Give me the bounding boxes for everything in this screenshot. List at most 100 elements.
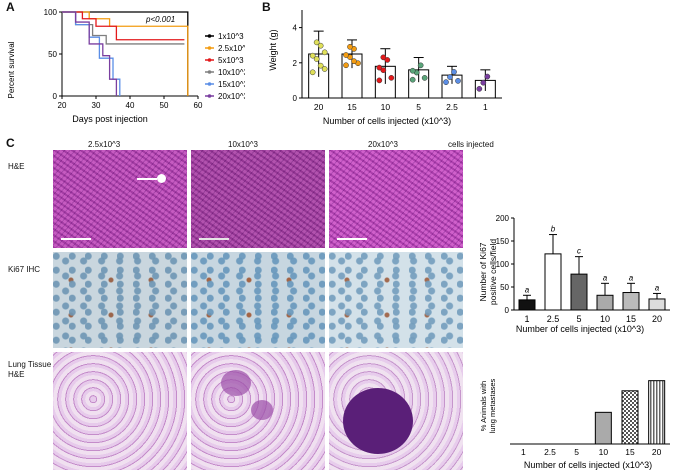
mets-bar-4 <box>621 390 639 445</box>
legend-marker-3 <box>207 70 212 74</box>
mets-category-label: 5 <box>574 447 579 457</box>
weight-ylabel: Weight (g) <box>268 29 278 70</box>
lung-image-3 <box>329 352 463 470</box>
mets-category-label: 2.5 <box>544 447 556 457</box>
weight-point <box>447 74 453 80</box>
weight-point <box>376 77 383 84</box>
legend-label-0: 1x10^3 <box>218 32 244 41</box>
survival-xlabel: Days post injection <box>72 114 148 124</box>
mets-ylabel-2: lung metastases <box>488 378 497 433</box>
ki67-bar-3 <box>596 294 614 311</box>
mets-bar-3 <box>594 411 612 445</box>
mets-category-label: 15 <box>625 447 635 457</box>
ki67-chart: Number of Ki67 positive cells/field 0 50 1… <box>478 214 670 334</box>
legend-label-2: 5x10^3 <box>218 56 244 65</box>
mets-ylabel-1: % Animals with <box>479 381 488 431</box>
weight-point <box>313 39 320 46</box>
survival-pvalue: p<0.001 <box>145 15 175 24</box>
mets-bar-5 <box>648 380 666 445</box>
weight-xlabel: Number of cells injected (x10^3) <box>323 116 451 126</box>
weight-category-label: 15 <box>347 102 357 112</box>
ki67-sig-letter-1: b <box>551 225 556 234</box>
weight-point <box>421 75 428 81</box>
ki67-category-label: 20 <box>652 314 662 324</box>
weight-point <box>351 58 357 65</box>
weight-point <box>409 76 416 83</box>
mets-category-label: 10 <box>599 447 609 457</box>
ki67-xlabel: Number of cells injected (x10^3) <box>516 324 644 334</box>
ki67-y-tick-label: 0 <box>505 306 510 315</box>
panel-a-label: A <box>6 0 15 14</box>
legend-marker-4 <box>207 82 212 86</box>
ki67-image-3 <box>329 252 463 348</box>
panel-c-label: C <box>6 136 15 150</box>
weight-point <box>317 42 324 49</box>
ki67-category-label: 5 <box>576 314 581 324</box>
mets-category-label: 1 <box>521 447 526 457</box>
mets-category-label: 20 <box>652 447 662 457</box>
he-image-3 <box>329 150 463 248</box>
ki67-y-tick-label: 100 <box>496 260 510 269</box>
ki67-sig-letter-0: a <box>525 285 530 294</box>
ki67-ylabel-1: Number of Ki67 <box>478 242 488 301</box>
survival-x-tick-label: 20 <box>58 101 67 110</box>
weight-category-label: 5 <box>416 102 421 112</box>
legend-marker-0 <box>207 34 212 38</box>
mets-chart: % Animals with lung metastases 1 2.5 5 10 15… <box>479 378 670 470</box>
col-label-3: 20x10^3 <box>368 140 398 149</box>
ki67-bar-0 <box>518 299 536 311</box>
row-label-lung-he: H&E <box>8 370 25 379</box>
survival-x-tick-label: 60 <box>194 101 203 110</box>
ki67-category-label: 10 <box>600 314 610 324</box>
survival-y-tick-label: 50 <box>48 50 57 59</box>
col-label-1: 2.5x10^3 <box>88 140 121 149</box>
ki67-sig-letter-2: c <box>577 247 581 256</box>
row-label-lung: Lung Tissue <box>8 360 52 369</box>
survival-line-5 <box>62 11 118 96</box>
survival-x-tick-label: 50 <box>160 101 169 110</box>
he-image-2 <box>191 150 325 248</box>
weight-point <box>309 52 316 59</box>
ki67-bar-1 <box>544 253 562 311</box>
ki67-category-label: 2.5 <box>547 314 560 324</box>
ki67-image-1 <box>53 252 187 348</box>
legend-label-3: 10x10^3 <box>218 68 245 77</box>
weight-point <box>317 62 324 69</box>
weight-point <box>380 54 387 61</box>
weight-y-tick-label: 2 <box>293 59 298 68</box>
col-label-suffix: cells injected <box>448 140 494 149</box>
weight-point <box>380 67 387 74</box>
legend-label-5: 20x10^3 <box>218 92 245 101</box>
legend-marker-1 <box>207 46 212 50</box>
weight-point <box>484 73 491 80</box>
weight-point <box>343 52 349 58</box>
weight-point <box>476 85 483 92</box>
ki67-image-2 <box>191 252 325 348</box>
ki67-bar-2 <box>570 273 588 311</box>
weight-category-label: 20 <box>314 102 324 112</box>
ki67-sig-letter-4: a <box>629 273 634 282</box>
weight-chart: Weight (g) 0 2 4 20 15 10 5 2.5 1 Number of cell… <box>268 10 502 126</box>
weight-point <box>443 79 449 86</box>
weight-point <box>321 66 328 72</box>
row-label-he: H&E <box>8 162 25 171</box>
ki67-ylabel-2: positive cells/field <box>488 239 498 305</box>
ki67-sig-letter-5: a <box>655 283 660 292</box>
mets-xlabel: Number of cells injected (x10^3) <box>524 460 652 470</box>
legend-marker-2 <box>207 58 212 62</box>
ki67-bar-4 <box>622 292 640 311</box>
survival-chart: Percent survival 20 30 40 50 60 0 50 100 Days p… <box>7 8 245 124</box>
weight-point <box>388 74 395 81</box>
weight-category-label: 10 <box>381 102 391 112</box>
weight-category-label: 1 <box>483 102 488 112</box>
weight-point <box>409 67 416 74</box>
weight-point <box>376 64 383 71</box>
weight-point <box>384 57 391 63</box>
survival-line-2 <box>62 11 185 41</box>
arrow-icon <box>137 178 157 180</box>
survival-x-tick-label: 30 <box>92 101 101 110</box>
row-label-ki67: Ki67 IHC <box>8 265 41 274</box>
weight-point <box>343 62 349 69</box>
weight-category-label: 2.5 <box>446 102 458 112</box>
he-image-1 <box>53 150 187 248</box>
